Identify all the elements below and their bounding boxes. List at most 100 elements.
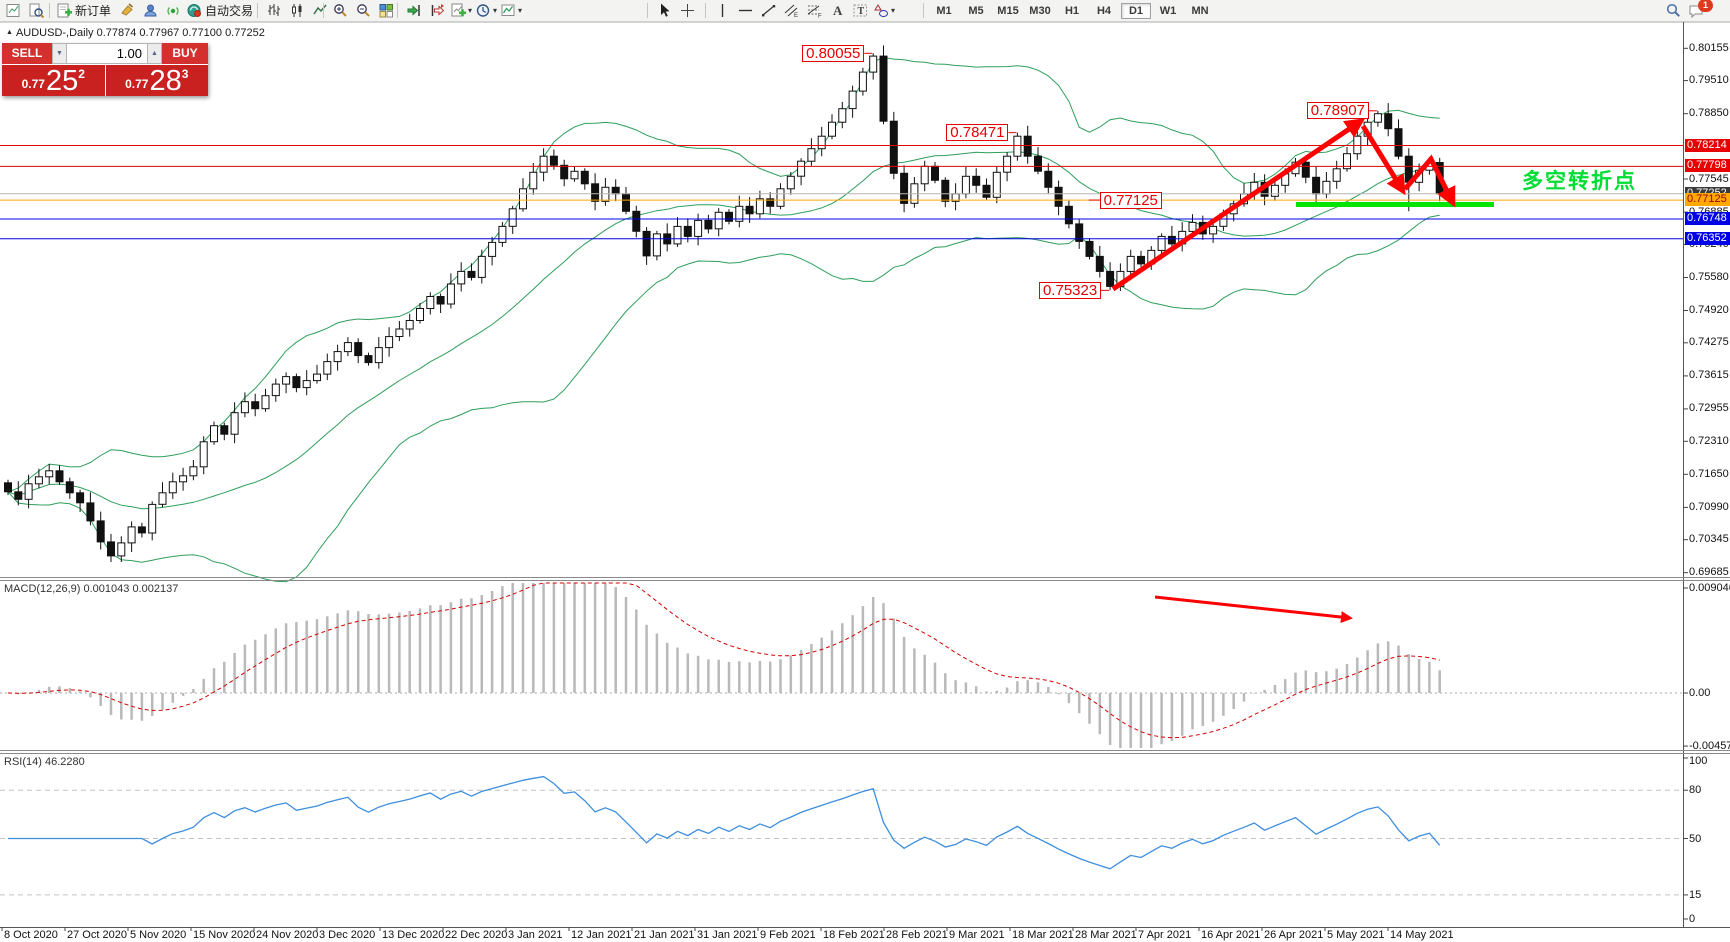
price-axis-label: 0.74275 [1689,336,1729,349]
crosshair-button[interactable] [676,2,698,20]
candle [374,347,383,364]
search-button[interactable] [1662,2,1684,20]
accounts-button[interactable] [139,2,161,20]
buy-button[interactable]: BUY [162,43,208,64]
autotrading-button[interactable]: 自动交易 [185,2,257,20]
broom-icon [120,3,133,16]
zoom-in-button[interactable] [329,2,351,20]
toolbar-group-objects: E F A T ▾ [700,1,897,20]
candle [972,175,981,186]
buy-price-big: 28 [149,65,182,97]
tf-w1[interactable]: W1 [1159,4,1177,17]
candle [230,412,239,435]
indicators-button[interactable]: ▾ [499,2,523,20]
candle [1157,235,1166,251]
rsi-line [8,775,1441,870]
candle [1373,113,1382,123]
price-callout[interactable]: 0.80055 [802,44,865,62]
candle [797,160,806,177]
chart-title: ▲ AUDUSD-,Daily 0.77874 0.77967 0.77100 0… [6,27,265,39]
autotrading-icon [187,4,202,17]
chat-button[interactable]: 1 [1685,0,1713,20]
candle [508,208,517,227]
candle [879,55,888,122]
sell-price[interactable]: 0.77 25 2 [2,65,105,96]
candle [1384,113,1393,130]
price-callout[interactable]: 0.77125 [1099,191,1162,209]
date-label: 28 Mar 2021 [1075,929,1137,941]
tf-m5[interactable]: M5 [968,4,984,17]
candle [786,175,795,190]
text-label-button[interactable]: T [849,2,871,20]
arrows-objects-button[interactable]: ▾ [872,2,896,20]
auto-scroll-icon [407,5,420,16]
new-order-button[interactable]: 新订单 [55,2,115,20]
support-annotation[interactable] [1296,202,1494,207]
candle [560,164,569,180]
candle [549,155,558,166]
signals-button[interactable] [162,2,184,20]
price-callout[interactable]: 0.78471 [946,124,1009,142]
candle [828,121,836,137]
new-chart-button[interactable]: ▾ [449,2,473,20]
bull-bear-turning-point-text[interactable]: 多空转折点 [1522,170,1637,193]
text-button[interactable]: A [826,2,848,20]
price-axis-label: 0.70990 [1689,500,1729,513]
volume-decrease-button[interactable]: ▼ [52,43,67,64]
price-callout[interactable]: 0.75323 [1039,281,1102,299]
candle [848,90,857,110]
candle [14,491,23,500]
chart-shift-button[interactable] [426,2,448,20]
price-callout[interactable]: 0.78907 [1306,102,1369,120]
trend-arrows[interactable] [1111,118,1456,624]
cleanup-button[interactable] [116,2,138,20]
tf-m1[interactable]: M1 [936,4,952,17]
tf-m15[interactable]: M15 [997,4,1019,17]
volume-input[interactable] [67,43,147,64]
tf-h4[interactable]: H4 [1096,4,1112,17]
bar-chart-button[interactable] [263,2,285,20]
profile-icon [144,4,157,17]
tf-h1[interactable]: H1 [1064,4,1080,17]
candle-chart-button[interactable] [286,2,308,20]
toolbar-group-scroll: ▾ ▾ ▾ [392,1,524,20]
macd-value-main: 0.001043 [83,583,130,595]
collapse-icon[interactable]: ▲ [6,29,13,36]
tile-windows-button[interactable] [375,2,397,20]
price-line-badge: 0.77798 [1685,159,1730,173]
rsi-label: RSI(14) 46.2280 [4,756,85,768]
candle [1167,235,1176,245]
timeframe-bar: M1 M5 M15 M30 H1 H4 D1 W1 MN [918,1,1217,20]
vertical-line-button[interactable] [711,2,733,20]
volume-increase-button[interactable]: ▲ [147,43,162,64]
cursor-button[interactable] [653,2,675,20]
cursor-icon [660,3,669,17]
candle [251,401,260,410]
buy-price-sup: 3 [181,67,189,81]
support-line-bar[interactable] [1296,202,1494,207]
text-icon: A [833,3,843,18]
chart-window-button[interactable] [2,2,24,20]
date-label: 16 Apr 2021 [1201,929,1261,941]
candle [591,183,600,202]
tf-d1[interactable]: D1 [1121,2,1151,19]
trendline-button[interactable] [757,2,779,20]
channel-button[interactable]: E [780,2,802,20]
candle [1054,186,1063,207]
sell-button[interactable]: SELL [2,43,52,64]
zoom-out-button[interactable] [352,2,374,20]
chart-window-icon [6,4,19,17]
buy-price[interactable]: 0.77 28 3 [105,65,208,97]
candle [704,219,713,230]
tf-m30[interactable]: M30 [1029,4,1051,17]
channel-icon: E [784,4,798,19]
horizontal-line-button[interactable] [734,2,756,20]
print-preview-button[interactable] [25,2,47,20]
tf-mn[interactable]: MN [1191,4,1209,17]
fibonacci-button[interactable]: F [803,2,825,20]
periods-button[interactable]: ▾ [474,2,498,20]
auto-scroll-button[interactable] [403,2,425,20]
toolbar-group-trade: 新订单 自动交易 [44,1,258,20]
